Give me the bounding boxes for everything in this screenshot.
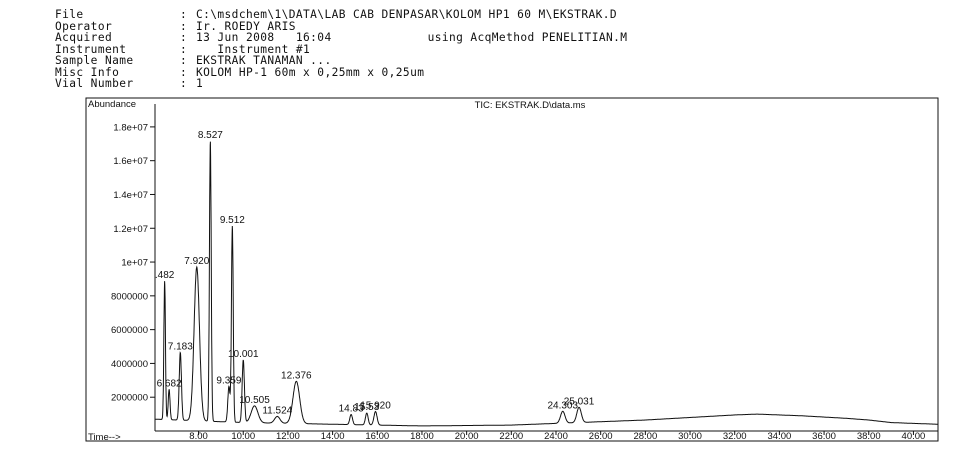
x-tick-label: 28.00 [633, 431, 657, 442]
x-tick-label: 30.00 [678, 431, 702, 442]
header-value: C:\msdchem\1\DATA\LAB CAB DENPASAR\KOLOM… [196, 8, 617, 21]
y-tick-label: 1.2e+07 [113, 224, 148, 235]
peak-label: 12.376 [281, 370, 312, 381]
x-tick-label: 20.00 [455, 431, 479, 442]
chart-title: TIC: EKSTRAK.D\data.ms [475, 100, 586, 111]
x-tick-label: 12.00 [276, 431, 300, 442]
x-tick-label: 38.00 [857, 431, 881, 442]
peak-label: 10.001 [228, 349, 259, 360]
x-axis-title: Time--> [88, 432, 121, 443]
header-row: Acquired:13 Jun 2008 16:04 using AcqMetho… [55, 32, 627, 44]
x-tick-label: 34.00 [767, 431, 791, 442]
y-tick-label: 1e+07 [121, 258, 148, 269]
header-value: EKSTRAK TANAMAN ... [196, 54, 332, 67]
header-value: 1 [196, 77, 204, 90]
peak-label: 10.505 [239, 395, 270, 406]
peak-label: 25.031 [564, 396, 595, 407]
y-tick-label: 2000000 [111, 393, 148, 404]
peak-label: 24.303 [547, 400, 578, 411]
header-key: Vial Number [55, 77, 134, 90]
peak-label: 15.53 [354, 402, 379, 413]
y-tick-label: 1.4e+07 [113, 190, 148, 201]
peak-label: 7.920 [184, 256, 209, 267]
header-row: Sample Name: EKSTRAK TANAMAN ... [55, 55, 627, 67]
x-tick-label: 18.00 [410, 431, 434, 442]
header-separator: : [180, 8, 188, 21]
header-row: File: C:\msdchem\1\DATA\LAB CAB DENPASAR\… [55, 9, 627, 21]
y-tick-label: 6000000 [111, 325, 148, 336]
y-tick-label: 8000000 [111, 291, 148, 302]
header-value: Instrument #1 [196, 42, 311, 56]
header-separator: : [180, 54, 188, 67]
header-row: Instrument: Instrument #1 [55, 42, 627, 56]
header-key: Misc Info [55, 65, 120, 79]
header-separator: : [180, 42, 188, 56]
header-key: Acquired [55, 31, 113, 44]
header-key: Sample Name [55, 54, 134, 67]
x-tick-label: 14.00 [321, 431, 345, 442]
header-value: 13 Jun 2008 16:04 [196, 31, 332, 44]
peak-label: 9.359 [216, 376, 241, 387]
peak-label: 9.512 [220, 215, 245, 226]
peak-label: 11.524 [262, 405, 292, 416]
x-tick-label: 22.00 [499, 431, 523, 442]
header-key: Instrument [55, 42, 127, 56]
x-tick-label: 10.00 [231, 431, 255, 442]
x-tick-label: 16.00 [365, 431, 389, 442]
x-tick-label: 8.00 [189, 431, 208, 442]
header-key: Operator [55, 19, 113, 33]
header-separator: : [180, 19, 188, 33]
header-value: KOLOM HP-1 60m x 0,25mm x 0,25um [196, 65, 425, 79]
y-tick-label: 1.6e+07 [113, 156, 148, 167]
x-tick-label: 40.00 [902, 431, 926, 442]
header-value: Ir. ROEDY ARIS [196, 19, 296, 33]
header-separator: : [180, 31, 188, 44]
peak-label: 7.183 [168, 342, 193, 353]
header-separator: : [180, 65, 188, 79]
peak-label: .482 [155, 270, 175, 281]
x-tick-label: 36.00 [812, 431, 836, 442]
report-header: File: C:\msdchem\1\DATA\LAB CAB DENPASAR\… [55, 9, 627, 90]
header-row: Operator: Ir. ROEDY ARIS [55, 19, 627, 33]
y-tick-label: 4000000 [111, 359, 148, 370]
peak-labels: .482 6.682 7.183 7.920 8.527 9.359 9.512 10.001… [155, 130, 595, 417]
peak-label: 14.83 [339, 403, 364, 414]
x-tick-label: 24.00 [544, 431, 568, 442]
plot-frame [85, 97, 939, 442]
header-extra: using AcqMethod PENELITIAN.M [427, 31, 628, 44]
header-separator: : [180, 77, 188, 90]
tic-trace [155, 141, 938, 427]
y-axis-ticks: 2000000 4000000 6000000 8000000 1e+07 1.2e+07… [111, 104, 156, 431]
header-key: File [55, 8, 84, 21]
header-row: Misc Info: KOLOM HP-1 60m x 0,25mm x 0,25… [55, 65, 627, 79]
x-tick-label: 32.00 [723, 431, 747, 442]
peak-label: 8.527 [198, 130, 223, 141]
x-axis-ticks: 8.00 10.00 12.00 14.00 16.00 18.00 20.00 22.00 2… [155, 430, 938, 442]
header-row: Vial Number:1 [55, 78, 627, 90]
y-axis-title: Abundance [88, 99, 136, 110]
x-tick-label: 26.00 [589, 431, 613, 442]
peak-label: 6.682 [157, 378, 182, 389]
y-tick-label: 1.8e+07 [113, 122, 148, 133]
peak-label: 15.920 [360, 401, 391, 412]
